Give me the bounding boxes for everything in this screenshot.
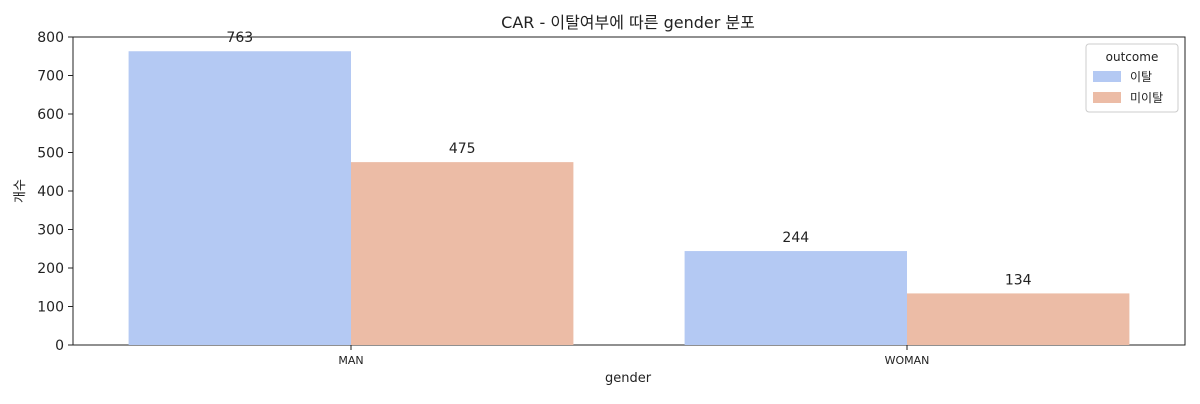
- y-axis-label: 개수: [13, 179, 28, 203]
- y-tick-label: 800: [37, 30, 64, 46]
- x-tick-label: WOMAN: [885, 354, 930, 367]
- bar-value-label: 244: [782, 230, 809, 246]
- x-axis: MAN WOMAN: [338, 345, 929, 367]
- x-axis-label: gender: [605, 371, 652, 386]
- legend-label: 이탈: [1130, 70, 1152, 84]
- bar-value-label: 134: [1005, 272, 1032, 288]
- bar-value-labels: 763 244 475 134: [226, 30, 1031, 288]
- bar: [907, 293, 1130, 345]
- legend-title: outcome: [1106, 50, 1159, 64]
- y-tick-label: 400: [37, 184, 64, 200]
- y-tick-label: 200: [37, 261, 64, 277]
- legend-label: 미이탈: [1130, 91, 1163, 105]
- bar-value-label: 763: [226, 30, 253, 46]
- legend-swatch: [1093, 92, 1121, 103]
- y-tick-label: 600: [37, 107, 64, 123]
- y-tick-label: 500: [37, 146, 64, 162]
- bar: [684, 251, 907, 345]
- y-tick-label: 100: [37, 300, 64, 316]
- bar: [351, 162, 574, 345]
- legend-swatch: [1093, 71, 1121, 82]
- chart-title: CAR - 이탈여부에 따른 gender 분포: [501, 13, 755, 32]
- y-tick-label: 700: [37, 69, 64, 85]
- y-axis: 0 100 200 300 400 500 600 700 800: [37, 30, 73, 354]
- bar: [128, 51, 351, 346]
- y-tick-label: 0: [55, 338, 64, 354]
- x-tick-label: MAN: [338, 354, 363, 367]
- bars: [128, 51, 1130, 346]
- y-tick-label: 300: [37, 223, 64, 239]
- bar-value-label: 475: [449, 141, 476, 157]
